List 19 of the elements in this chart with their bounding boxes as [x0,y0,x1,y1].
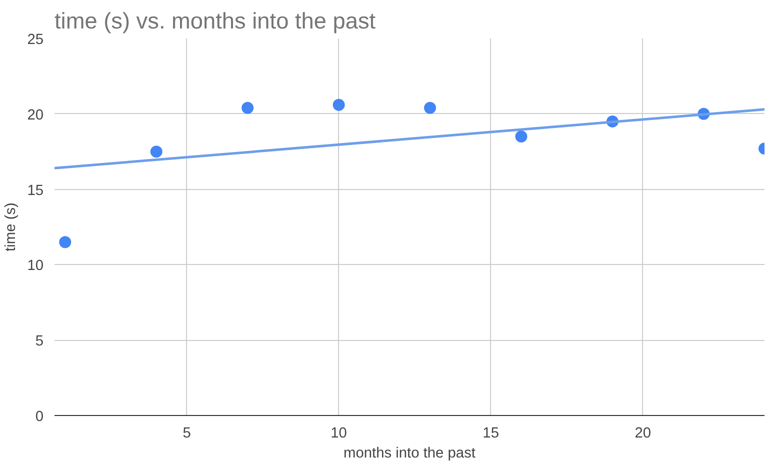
point [424,102,436,114]
y-tick-label: 0 [35,409,44,425]
x-tick-label: 20 [634,426,652,442]
y-tick-label: 20 [27,107,44,124]
x-axis-title: months into the past [344,446,476,462]
y-tick-label: 10 [27,258,44,274]
x-tick-label: 15 [482,426,499,442]
y-tick-label: 15 [27,182,44,199]
y-tick-label: 5 [35,334,44,350]
y-tick-label: 25 [27,32,44,48]
chart-title: time (s) vs. months into the past [54,8,376,34]
x-tick-label: 5 [182,426,191,442]
point [515,130,528,143]
y-axis-title: time (s) [3,202,20,252]
x-tick-label: 10 [330,426,347,442]
point [242,102,254,114]
point [59,236,72,248]
point [332,98,345,111]
point [150,146,162,158]
